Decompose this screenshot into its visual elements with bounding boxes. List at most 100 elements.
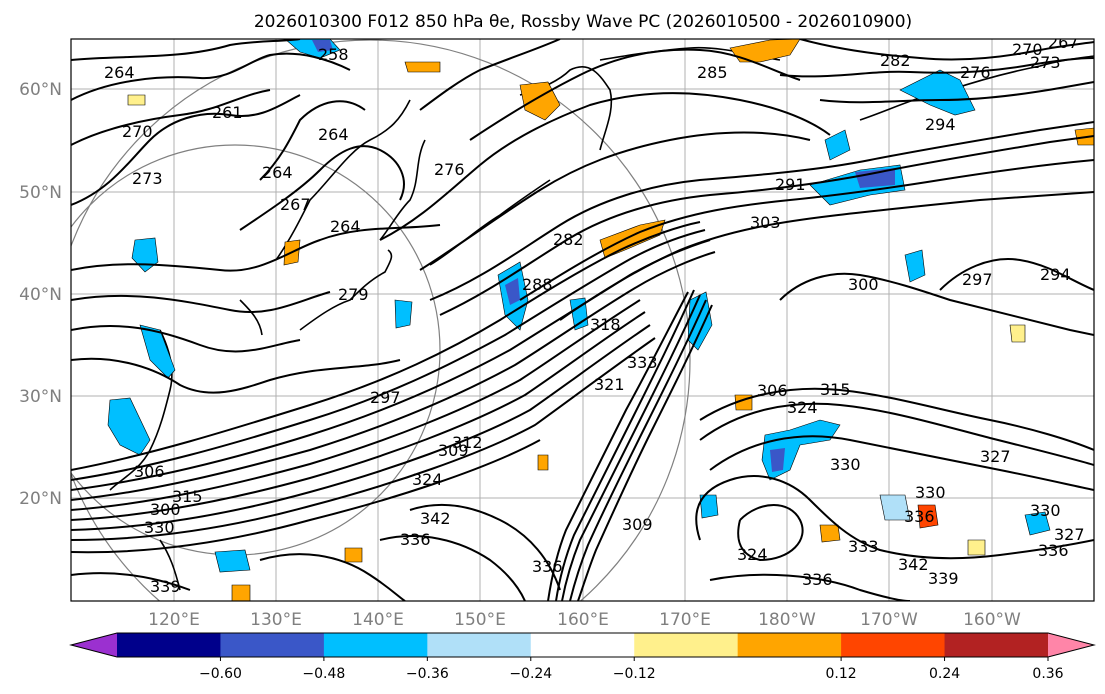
colorbar-segment [220, 633, 325, 657]
contour-jet-7 [71, 324, 651, 531]
lon-label: 150°E [454, 610, 506, 630]
lat-label: 40°N [19, 285, 62, 305]
contour-tongue-2 [569, 299, 707, 601]
contour-jet-4 [71, 251, 716, 501]
patch-neg-1-core [312, 40, 333, 52]
contour-label: 330 [915, 483, 946, 502]
lon-label: 160°W [963, 610, 1021, 630]
contour-label: 324 [412, 470, 443, 489]
contour-jet-1 [71, 221, 701, 471]
contour-label: 276 [960, 63, 991, 82]
patch-neg-15 [214, 549, 251, 573]
contour-label: 330 [144, 518, 175, 537]
patch-neg-14 [1024, 511, 1051, 536]
contour-tongue-5 [547, 291, 689, 601]
patch-neg-6 [569, 297, 589, 331]
contour-label: 339 [150, 577, 181, 596]
lat-label: 20°N [19, 489, 62, 509]
contour-band-7 [71, 325, 301, 353]
lon-label: 170°E [659, 610, 711, 630]
lat-label: 30°N [19, 387, 62, 407]
contour-label: 264 [318, 125, 349, 144]
contour-label: 267 [280, 195, 311, 214]
colorbar-tick-label: −0.24 [509, 666, 552, 682]
contour-east-8 [939, 258, 1094, 291]
lon-label: 160°E [557, 610, 609, 630]
contour-south-1 [409, 503, 561, 591]
colorbar-extend-low [71, 633, 117, 657]
contour-label: 273 [1030, 53, 1061, 72]
contour-east-7 [779, 272, 1094, 336]
patch-neg-17 [699, 494, 719, 519]
patch-pos-10 [344, 547, 363, 563]
patch-pos-9 [231, 584, 251, 601]
contour-label: 330 [830, 455, 861, 474]
lon-label: 120°E [148, 610, 200, 630]
patch-neg-12 [824, 129, 851, 161]
contour-label: 315 [820, 380, 851, 399]
coastline-korea [239, 299, 263, 336]
map-panel: 264 261 258 264 270 273 264 267 264 276 … [70, 33, 1095, 602]
contour-north-13 [819, 81, 1094, 104]
contour-jet-2 [71, 229, 706, 481]
colorbar-tick-label: −0.12 [613, 666, 656, 682]
patch-neg-11 [899, 69, 976, 116]
contour-label: 264 [104, 63, 135, 82]
contour-tongue-4 [555, 289, 695, 601]
contour-north-8 [469, 48, 801, 141]
contour-label-group: 264 261 258 264 270 273 264 267 264 276 … [104, 33, 1085, 596]
colorbar-segment [323, 633, 428, 657]
contour-label: 264 [330, 217, 361, 236]
contour-east-1 [699, 387, 1094, 451]
longitude-labels: 120°E 130°E 140°E 150°E 160°E 170°E 180°… [148, 610, 1021, 630]
patch-neg-9-core [770, 448, 785, 472]
contour-label: 342 [420, 509, 451, 528]
contour-jet-3 [71, 239, 711, 491]
patch-neg-5-core [505, 278, 520, 305]
contour-label: 315 [172, 487, 203, 506]
patch-neg-13 [904, 249, 926, 283]
contour-east-6 [709, 573, 911, 601]
contour-label: 303 [750, 213, 781, 232]
contour-label: 324 [787, 398, 818, 417]
contour-label: 276 [434, 160, 465, 179]
contour-label: 282 [880, 51, 911, 70]
patch-pos-14 [537, 454, 549, 471]
contour-label: 306 [134, 462, 165, 481]
colorbar-ticks: −0.60−0.48−0.36−0.24−0.120.120.240.360.4… [199, 657, 1064, 682]
contour-label: 327 [980, 447, 1011, 466]
colorbar-tick-label: −0.36 [406, 666, 449, 682]
contour-north-9 [379, 92, 831, 241]
contour-label: 318 [590, 315, 621, 334]
contour-tongue-3 [577, 304, 713, 601]
contour-label: 279 [338, 285, 369, 304]
colorbar-segment [841, 633, 946, 657]
patch-pos-13 [127, 94, 146, 106]
contour-north-10 [419, 131, 811, 271]
contour-band-1 [71, 224, 441, 272]
contour-label: 297 [962, 270, 993, 289]
contour-east-2 [699, 402, 1094, 466]
colorbar-segment [634, 633, 739, 657]
contour-north-4 [71, 94, 301, 206]
lat-label: 60°N [19, 80, 62, 100]
contour-label: 336 [1038, 541, 1069, 560]
coastline-japan [299, 249, 393, 331]
patch-neg-4 [139, 324, 176, 379]
patch-neg-10-core [855, 168, 895, 188]
latitude-labels: 60°N 50°N 40°N 30°N 20°N [19, 80, 62, 509]
reference-circle-large [71, 39, 691, 601]
contour-label: 267 [1048, 33, 1079, 52]
contour-label: 330 [1030, 501, 1061, 520]
contour-east-4 [695, 475, 1094, 560]
contour-label: 309 [438, 441, 469, 460]
colorbar-segment [427, 633, 532, 657]
lon-label: 140°E [352, 610, 404, 630]
lon-label: 180°W [758, 610, 816, 630]
contour-label: 306 [757, 381, 788, 400]
contour-label: 327 [1054, 525, 1085, 544]
contour-north-11 [799, 39, 1094, 61]
contour-label: 324 [737, 545, 768, 564]
patch-pos-12 [1009, 324, 1026, 343]
